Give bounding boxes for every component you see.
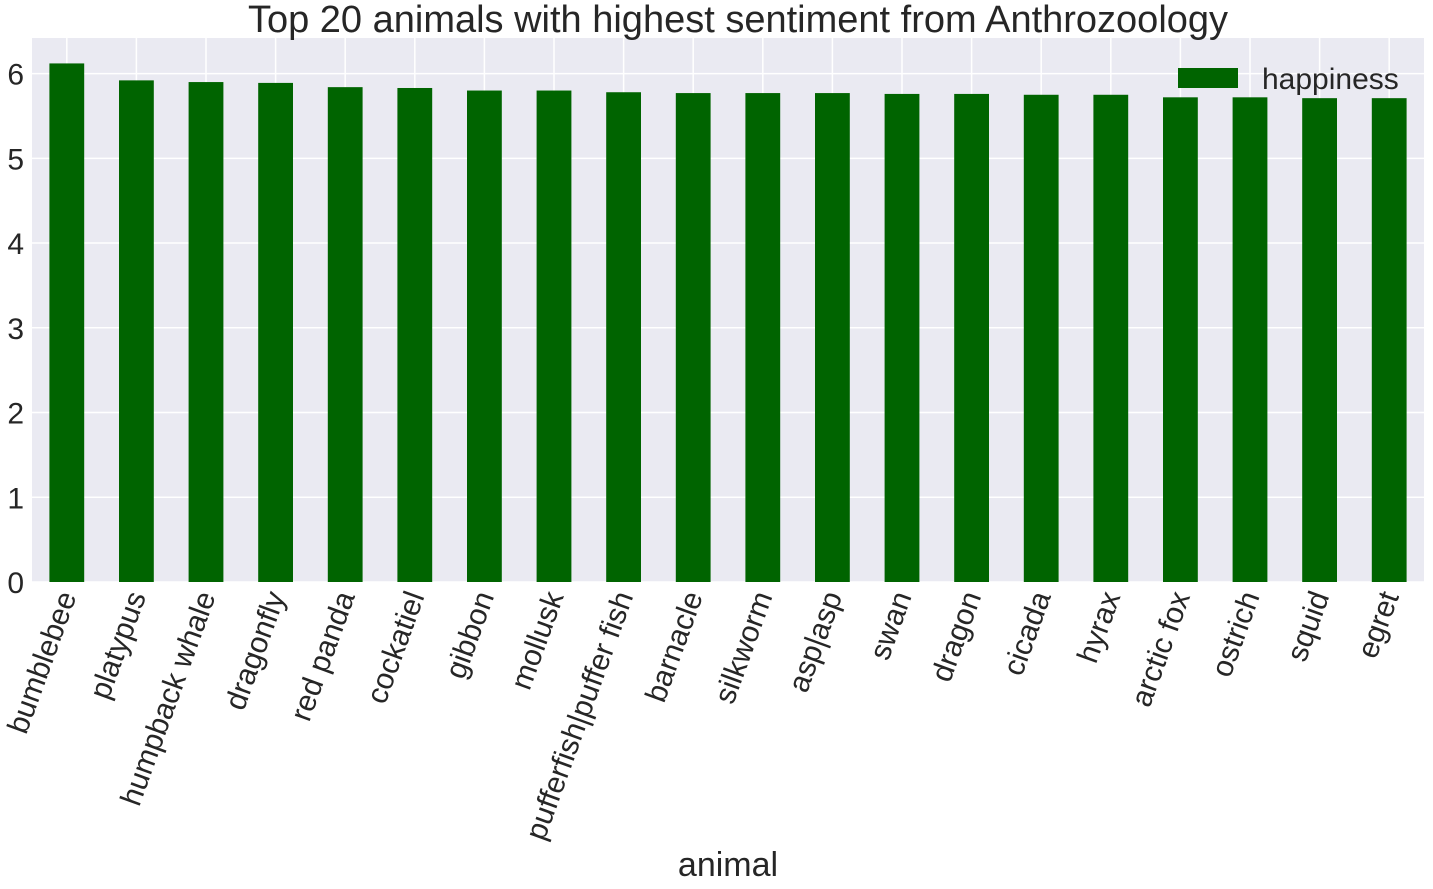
legend-swatch: [1178, 68, 1238, 88]
x-tick-label: silkworm: [708, 587, 779, 708]
x-tick-label: asp|asp: [782, 587, 849, 697]
bar: [536, 90, 572, 582]
bar: [1163, 97, 1198, 583]
x-tick-label: red panda: [285, 587, 362, 726]
bar: [675, 93, 711, 582]
x-tick-label: cockatiel: [360, 587, 431, 708]
bar: [815, 93, 850, 582]
bar: [1371, 98, 1407, 583]
bar: [49, 63, 85, 583]
bar: [1302, 98, 1337, 583]
bar: [606, 92, 641, 582]
y-tick-labels: 0 1 2 3 4 5 6: [7, 59, 24, 600]
chart-title: Top 20 animals with highest sentiment fr…: [248, 0, 1228, 41]
x-tick-label: mollusk: [505, 586, 571, 694]
x-axis-label: animal: [678, 846, 778, 884]
x-tick-label: barnacle: [639, 587, 709, 706]
bar: [745, 93, 781, 582]
bar: [954, 93, 989, 582]
bar: [1093, 94, 1129, 582]
x-tick-label: platypus: [84, 587, 153, 703]
bar: [1232, 97, 1268, 583]
bar: [188, 82, 224, 582]
bar: [258, 82, 293, 582]
x-tick-label: ostrich: [1205, 587, 1266, 681]
y-tick-label: 4: [7, 228, 24, 261]
y-tick-label: 3: [7, 313, 24, 346]
bar: [1023, 94, 1059, 582]
y-tick-label: 2: [7, 398, 24, 431]
y-tick-label: 1: [7, 482, 24, 515]
x-tick-label: hyrax: [1071, 587, 1127, 667]
y-tick-label: 5: [7, 143, 24, 176]
x-tick-label: swan: [864, 587, 919, 664]
x-tick-label: egret: [1351, 586, 1406, 662]
x-tick-label: squid: [1281, 587, 1337, 666]
x-tick-label: dragon: [925, 587, 988, 686]
legend: happiness: [1178, 63, 1399, 96]
y-tick-label: 6: [7, 59, 24, 92]
bar: [119, 80, 154, 582]
bars: [49, 63, 1407, 583]
legend-label: happiness: [1262, 63, 1399, 96]
x-tick-label: gibbon: [439, 587, 501, 683]
plot-area: [32, 38, 1424, 582]
bar: [467, 90, 502, 582]
x-tick-label: bumblebee: [2, 587, 84, 738]
bar: [327, 87, 363, 582]
x-tick-label: dragonfly: [219, 587, 292, 714]
x-tick-label: arctic fox: [1125, 587, 1197, 711]
y-tick-label: 0: [7, 567, 24, 600]
x-tick-label: cicada: [997, 587, 1058, 680]
bar: [397, 87, 433, 582]
bar: [884, 93, 920, 582]
